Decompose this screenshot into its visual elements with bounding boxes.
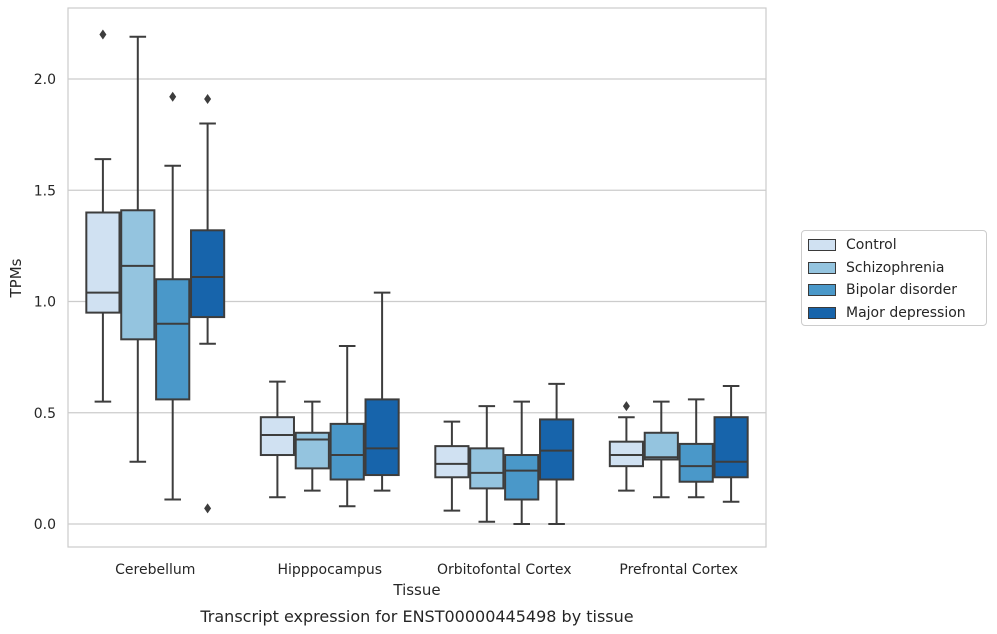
y-tick-label: 1.0 bbox=[34, 295, 56, 311]
x-tick-labels: Cerebellum Hipppocampus Orbitofontal Corte… bbox=[115, 562, 738, 578]
box-body bbox=[539, 418, 575, 481]
y-tick-label: 0.5 bbox=[34, 406, 56, 422]
flier-point bbox=[204, 94, 212, 105]
legend-swatch bbox=[808, 284, 836, 296]
box-2-0 bbox=[155, 91, 191, 501]
legend-item: Bipolar disorder bbox=[808, 280, 957, 300]
box-3-1 bbox=[364, 291, 400, 492]
box-body bbox=[364, 398, 400, 477]
box-0-0 bbox=[85, 29, 121, 403]
box-1-0 bbox=[120, 35, 156, 463]
x-tick-label: Orbitofontal Cortex bbox=[437, 562, 572, 578]
y-tick-labels: 0.0 0.5 1.0 1.5 2.0 bbox=[34, 72, 56, 533]
box-2-1 bbox=[329, 345, 365, 508]
box-1-1 bbox=[294, 400, 330, 492]
legend-swatch bbox=[808, 306, 836, 319]
legend-item: Major depression bbox=[808, 303, 966, 323]
flier-point bbox=[622, 401, 630, 412]
box-body bbox=[259, 416, 295, 457]
box-body bbox=[713, 416, 749, 479]
box-2-2 bbox=[504, 400, 540, 525]
legend: Control Schizophrenia Bipolar disorder Majo… bbox=[801, 230, 987, 326]
flier-point bbox=[204, 503, 212, 514]
y-tick-label: 0.0 bbox=[34, 517, 56, 533]
x-axis-label: Tissue bbox=[392, 581, 440, 599]
y-axis-label: TPMs bbox=[7, 258, 25, 298]
boxes bbox=[85, 29, 749, 525]
box-0-3 bbox=[608, 401, 644, 492]
y-tick-label: 1.5 bbox=[34, 183, 56, 199]
legend-label: Schizophrenia bbox=[846, 259, 945, 276]
x-tick-label: Prefrontal Cortex bbox=[619, 562, 738, 578]
box-3-2 bbox=[539, 382, 575, 525]
box-0-1 bbox=[259, 380, 295, 499]
box-2-3 bbox=[678, 398, 714, 499]
box-1-3 bbox=[643, 400, 679, 499]
box-1-2 bbox=[469, 405, 505, 523]
flier-point bbox=[169, 91, 177, 102]
box-body bbox=[190, 229, 226, 319]
y-tick-label: 2.0 bbox=[34, 72, 56, 88]
box-body bbox=[329, 422, 365, 481]
box-body bbox=[155, 278, 191, 401]
x-tick-label: Hipppocampus bbox=[277, 562, 382, 578]
box-body bbox=[469, 447, 505, 490]
box-body bbox=[120, 209, 156, 341]
box-body bbox=[294, 431, 330, 470]
plot-area-frame bbox=[67, 7, 767, 548]
x-tick-label: Cerebellum bbox=[115, 562, 195, 578]
legend-label: Major depression bbox=[846, 304, 966, 321]
box-body bbox=[643, 431, 679, 461]
box-body bbox=[434, 445, 470, 479]
box-3-3 bbox=[713, 385, 749, 503]
box-3-0 bbox=[190, 94, 226, 514]
legend-item: Control bbox=[808, 235, 897, 255]
box-body bbox=[504, 454, 540, 501]
box-body bbox=[678, 442, 714, 483]
legend-label: Bipolar disorder bbox=[846, 282, 958, 298]
box-body bbox=[608, 440, 644, 468]
legend-item: Schizophrenia bbox=[808, 258, 944, 278]
chart-caption: Transcript expression for ENST0000044549… bbox=[199, 607, 633, 626]
flier-point bbox=[99, 29, 107, 40]
box-body bbox=[85, 211, 121, 314]
legend-label: Control bbox=[846, 237, 897, 253]
box-0-2 bbox=[434, 420, 470, 512]
legend-swatch bbox=[808, 239, 836, 251]
legend-swatch bbox=[808, 261, 836, 274]
